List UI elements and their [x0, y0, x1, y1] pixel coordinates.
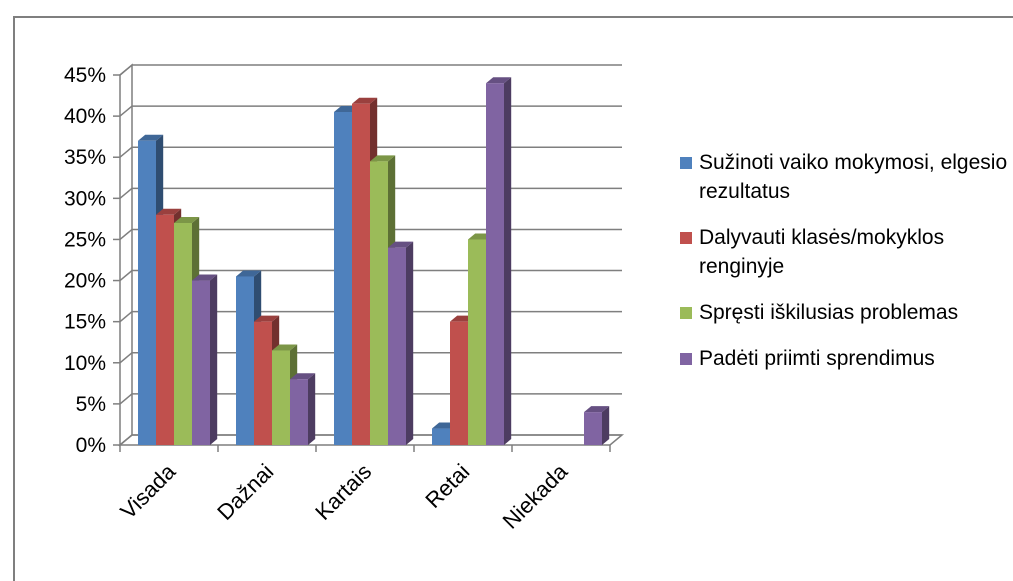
legend-swatch — [680, 232, 692, 244]
x-axis-categories: Visada Dažnai Kartais Retai Niekada — [115, 458, 573, 533]
bar-top — [236, 270, 262, 277]
bar-side — [602, 406, 610, 445]
gridline — [119, 228, 622, 241]
y-tick-label: 30% — [64, 187, 106, 210]
bar-top — [174, 217, 200, 223]
bar — [370, 161, 388, 446]
bar — [584, 412, 602, 445]
y-tick-label: 45% — [64, 64, 106, 87]
bar — [236, 276, 254, 445]
gridline — [119, 310, 622, 323]
bar-top — [370, 155, 396, 162]
bar-side — [308, 373, 316, 445]
bar-side — [210, 274, 218, 445]
x-category-label: Kartais — [310, 459, 376, 525]
bar-top — [388, 241, 414, 248]
bar — [468, 239, 486, 445]
x-category-label: Visada — [115, 458, 181, 524]
legend-swatch — [680, 307, 692, 319]
gridline — [119, 64, 622, 76]
bar-top — [290, 373, 316, 380]
legend-item: Padėti priimti sprendimus — [680, 344, 1010, 373]
bars — [138, 77, 610, 446]
legend-swatch — [680, 353, 692, 365]
bar — [334, 112, 352, 445]
legend-item: Sužinoti vaiko mokymosi, elgesio rezulta… — [680, 148, 1010, 206]
x-category-label: Niekada — [498, 458, 573, 533]
bar-top — [138, 134, 164, 141]
bar — [352, 103, 370, 446]
bar-top — [272, 344, 298, 351]
bar-top — [352, 97, 378, 104]
bar — [138, 140, 156, 445]
gridline — [119, 105, 622, 117]
bar-top — [254, 315, 280, 322]
left-wall — [119, 63, 133, 447]
legend-label: Dalyvauti klasės/mokyklos renginyje — [699, 226, 945, 278]
y-tick-label: 35% — [64, 146, 106, 169]
x-category-label: Dažnai — [212, 459, 278, 525]
y-tick-label: 0% — [76, 434, 106, 457]
y-tick-label: 15% — [64, 311, 106, 334]
bar — [272, 350, 290, 445]
bar-top — [584, 406, 610, 413]
bar — [450, 321, 468, 445]
legend: Sužinoti vaiko mokymosi, elgesio rezulta… — [680, 148, 1010, 390]
bar-top — [486, 77, 512, 84]
legend-label: Sužinoti vaiko mokymosi, elgesio rezulta… — [699, 151, 1008, 203]
bar — [486, 83, 504, 445]
gridline — [119, 146, 622, 158]
bar — [432, 428, 450, 445]
y-tick-label: 10% — [64, 352, 106, 375]
bar-side — [406, 241, 414, 445]
y-tick-label: 40% — [64, 105, 106, 128]
bar — [290, 379, 308, 445]
bar — [254, 321, 272, 445]
x-category-label: Retai — [420, 459, 474, 513]
y-tick-label: 25% — [64, 228, 106, 251]
legend-swatch — [680, 157, 692, 169]
y-axis-ticks: 0% 5% 10% 15% 20% 25% 30% 35% 40% 45% — [64, 64, 106, 457]
bar-side — [504, 77, 512, 445]
legend-item: Spręsti iškilusias problemas — [680, 298, 1010, 327]
legend-label: Padėti priimti sprendimus — [699, 347, 935, 370]
gridline — [119, 269, 622, 282]
legend-label: Spręsti iškilusias problemas — [699, 301, 959, 324]
legend-item: Dalyvauti klasės/mokyklos renginyje — [680, 223, 1010, 281]
bar — [156, 214, 174, 445]
y-tick-label: 5% — [76, 393, 106, 416]
bar — [174, 223, 192, 445]
gridline — [119, 187, 622, 199]
y-tick-label: 20% — [64, 270, 106, 293]
bar — [388, 247, 406, 445]
bar-top — [156, 208, 182, 215]
bar-top — [192, 274, 218, 281]
bar — [192, 280, 210, 445]
